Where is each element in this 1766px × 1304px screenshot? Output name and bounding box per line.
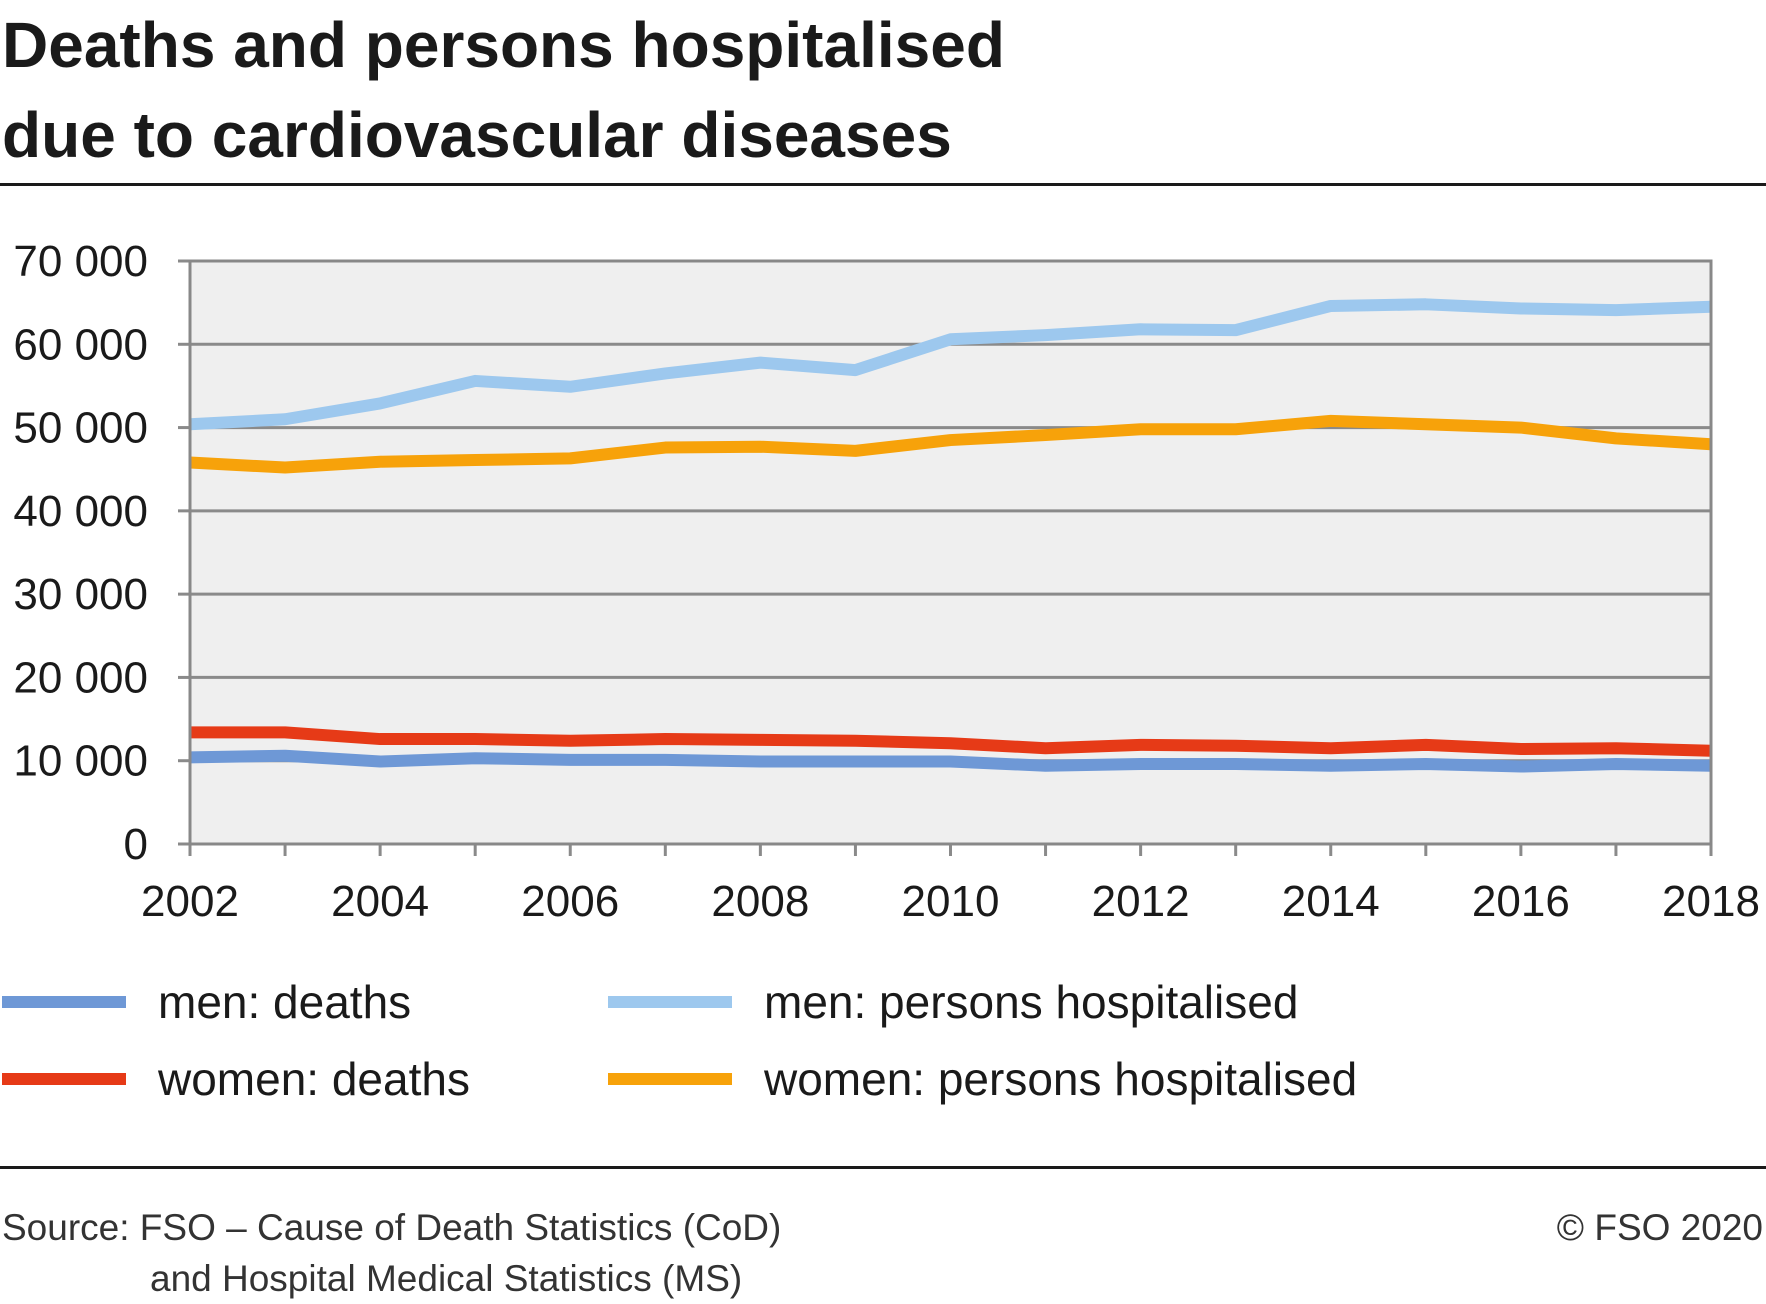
x-tick-label: 2002 (141, 877, 239, 926)
source-line-1: Source: FSO – Cause of Death Statistics … (2, 1207, 782, 1248)
y-tick-label: 60 000 (13, 320, 148, 369)
x-tick-label: 2004 (331, 877, 429, 926)
y-tick-label: 70 000 (13, 237, 148, 286)
legend-label-women-hospitalised: women: persons hospitalised (764, 1053, 1358, 1105)
y-tick-label: 0 (124, 820, 148, 869)
series-line-1 (189, 298, 1712, 431)
y-tick-label: 20 000 (13, 653, 148, 702)
top-divider (0, 183, 1766, 186)
x-tick-label: 2016 (1472, 877, 1570, 926)
x-tick-label: 2010 (902, 877, 1000, 926)
plot-border (188, 259, 1713, 846)
chart-title-line-2: due to cardiovascular diseases (2, 99, 952, 171)
source-note: Source: FSO – Cause of Death Statistics … (2, 1202, 781, 1304)
line-chart: 0 10 000 20 000 30 000 40 000 50 000 60 000 70 … (13, 237, 1760, 926)
y-tick-label: 40 000 (13, 487, 148, 536)
y-tick-label: 30 000 (13, 570, 148, 619)
legend-swatch-men-hospitalised (608, 996, 732, 1008)
series-lines (189, 298, 1712, 773)
x-tick-label: 2014 (1282, 877, 1380, 926)
series-line-3 (189, 414, 1712, 474)
source-line-2: and Hospital Medical Statistics (MS) (150, 1258, 743, 1299)
legend-swatch-men-deaths (2, 996, 126, 1008)
legend-swatch-women-hospitalised (608, 1073, 732, 1085)
x-tick-label: 2006 (521, 877, 619, 926)
y-tick-label: 10 000 (13, 737, 148, 786)
chart-title-line-1: Deaths and persons hospitalised (2, 9, 1005, 81)
series-line-2 (190, 726, 1712, 757)
legend-label-men-deaths: men: deaths (158, 976, 412, 1028)
legend-label-men-hospitalised: men: persons hospitalised (764, 976, 1299, 1028)
x-tick-label: 2018 (1662, 877, 1760, 926)
y-axis-ticks: 0 10 000 20 000 30 000 40 000 50 000 60 000 70 … (13, 237, 190, 869)
chart-title: Deaths and persons hospitalised due to c… (2, 0, 1502, 180)
x-tick-label: 2012 (1092, 877, 1190, 926)
copyright: © FSO 2020 (1556, 1207, 1763, 1248)
x-axis-ticks: 2002 2004 2006 2008 2010 2012 2014 2016 2018 (141, 844, 1760, 926)
y-tick-label: 50 000 (13, 404, 148, 453)
x-tick-label: 2008 (711, 877, 809, 926)
series-line-0 (189, 749, 1712, 773)
legend-swatch-women-deaths (2, 1073, 126, 1085)
bottom-divider (0, 1166, 1766, 1169)
legend-label-women-deaths: women: deaths (158, 1053, 470, 1105)
